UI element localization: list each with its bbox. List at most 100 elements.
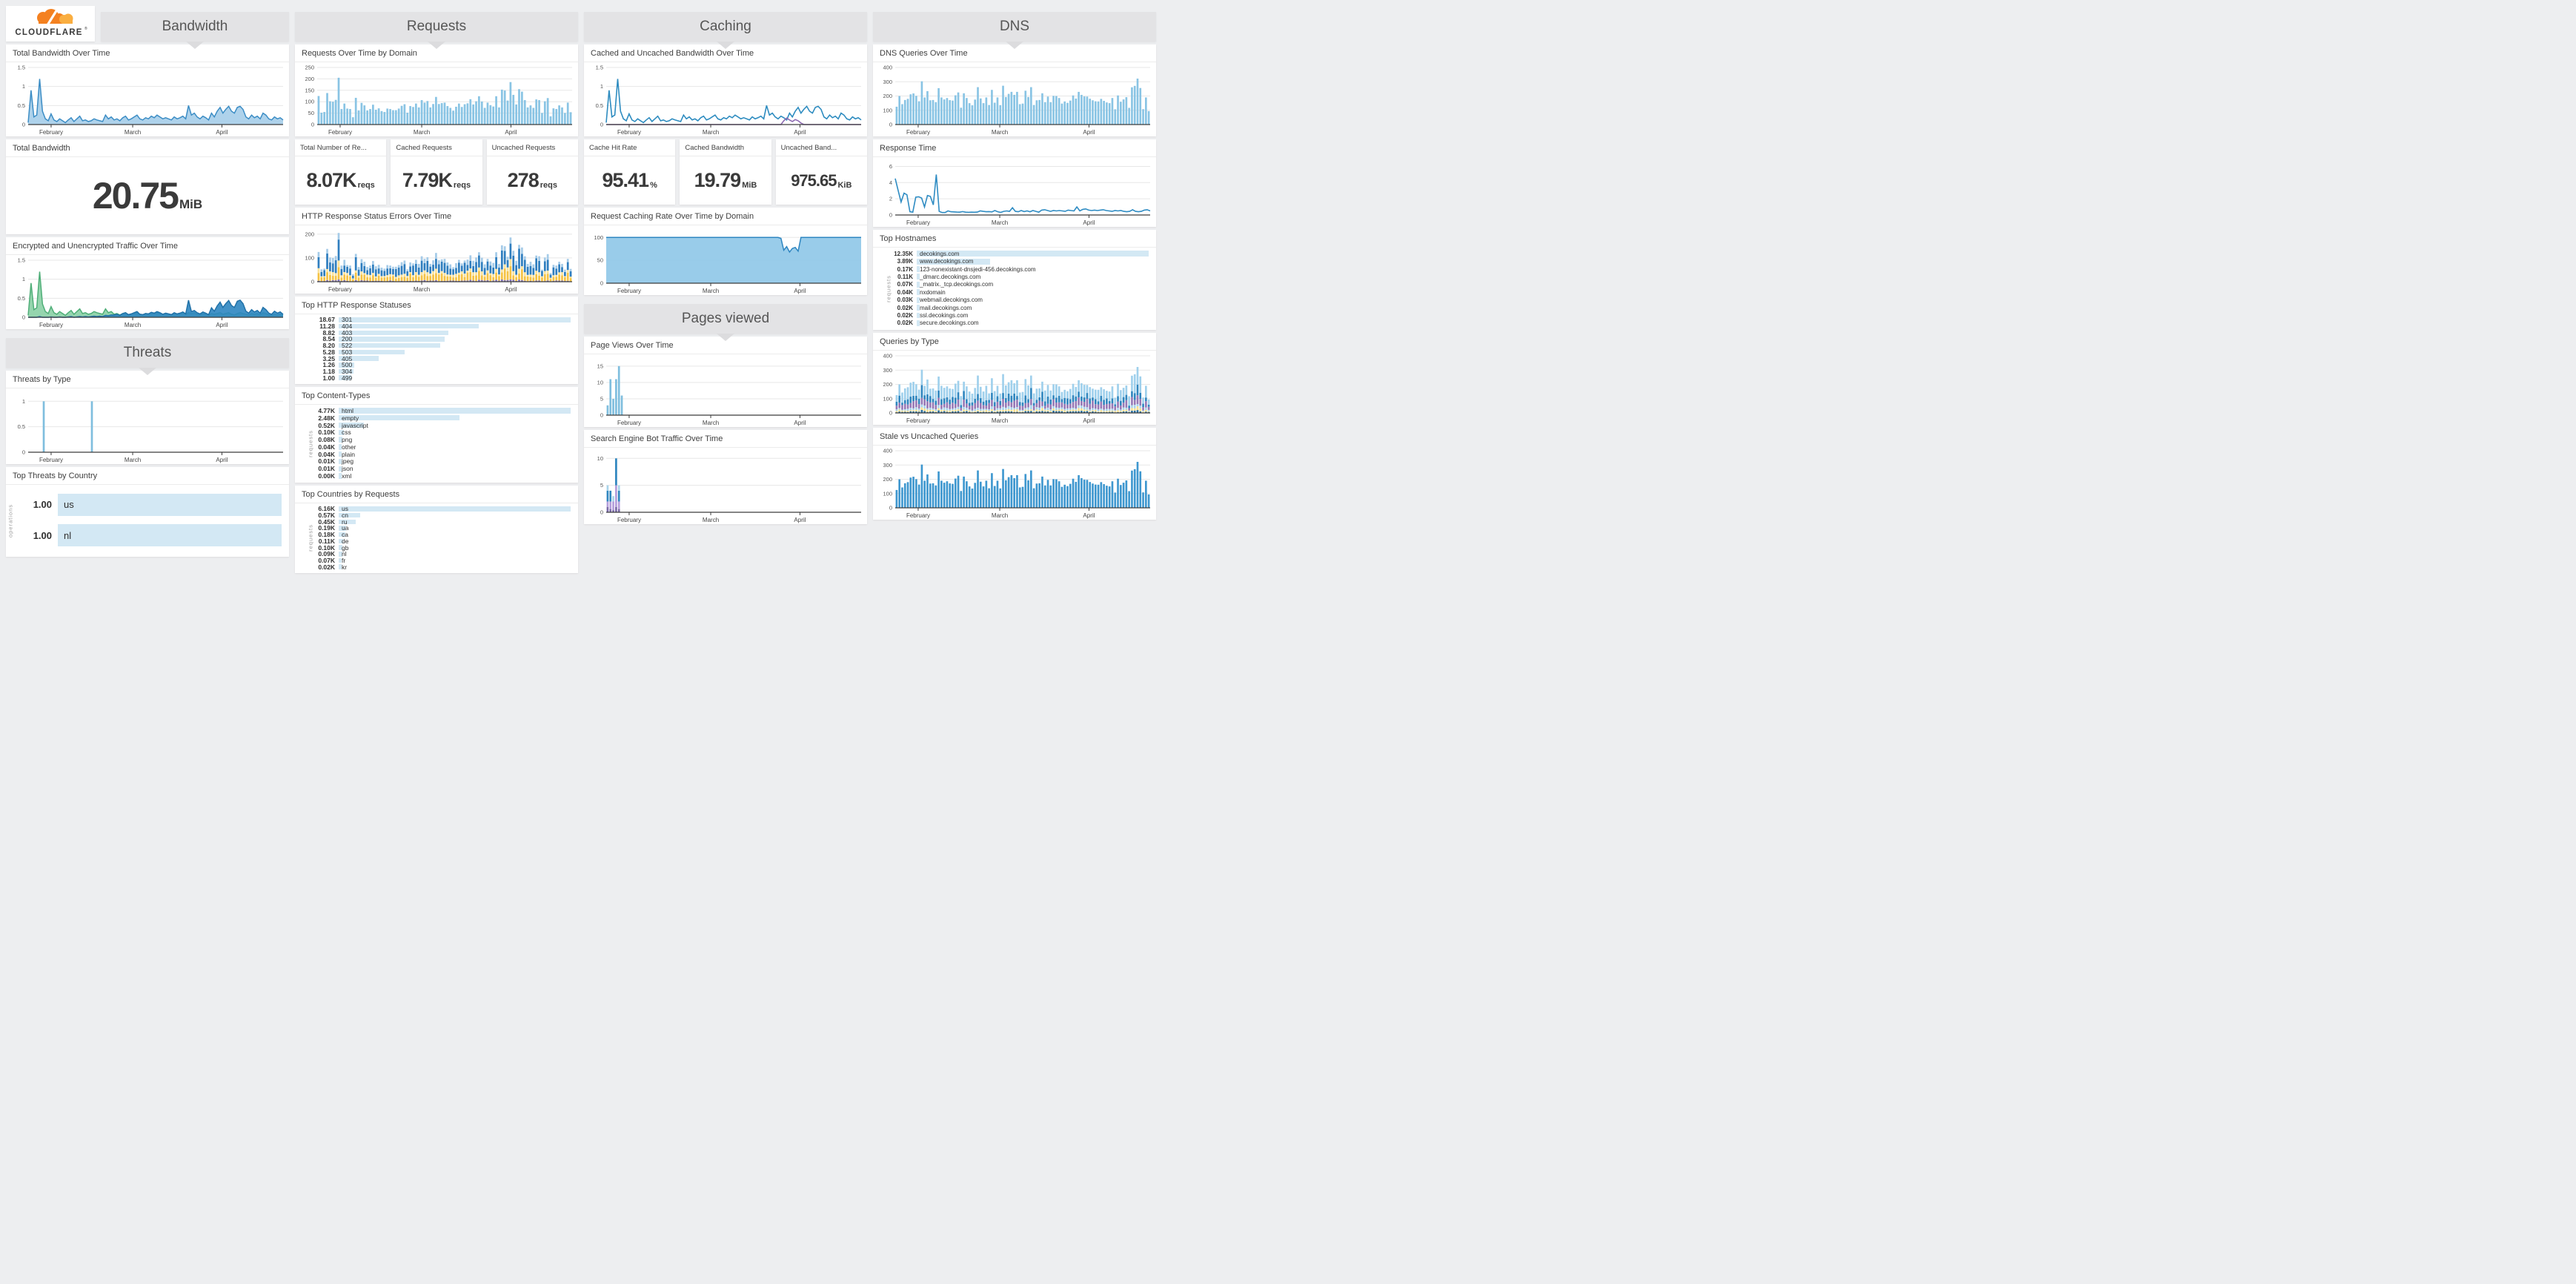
list-item[interactable]: 0.04K other bbox=[305, 443, 571, 451]
svg-text:5: 5 bbox=[600, 395, 603, 402]
svg-text:April: April bbox=[1083, 219, 1095, 226]
list-item[interactable]: 5.28 503 bbox=[305, 348, 571, 356]
response-time-chart[interactable]: 0 2 4 6 February March April bbox=[873, 157, 1156, 227]
list-item[interactable]: 0.17K 123-nonexistant-dnsjedi-456.decokin… bbox=[883, 265, 1149, 273]
svg-text:300: 300 bbox=[883, 79, 892, 85]
top-countries-list[interactable]: requests 6.16K us 0.57K cn 0.45K ru 0.19K ua 0.18… bbox=[295, 503, 578, 573]
list-item[interactable]: 0.18K ca bbox=[305, 531, 571, 538]
list-item[interactable]: 0.10K css bbox=[305, 428, 571, 437]
top-content-types-list[interactable]: requests 4.77K html 2.48K empty 0.52K javascri… bbox=[295, 405, 578, 483]
svg-text:February: February bbox=[39, 129, 63, 136]
queries-by-type-chart[interactable]: 0 100 200 300 400 February March April bbox=[873, 351, 1156, 425]
top-threats-by-country-list[interactable]: operations 1.00 us 1.00 nl bbox=[6, 485, 289, 557]
list-item[interactable]: 0.04K nxdomain bbox=[883, 289, 1149, 296]
http-errors-chart[interactable]: 0 100 200 February March April bbox=[295, 225, 578, 294]
cached-uncached-bw-chart[interactable]: 0 0.5 1 1.5 February March April bbox=[584, 62, 867, 136]
list-item[interactable]: 0.09K nl bbox=[305, 550, 571, 557]
list-item-label: css bbox=[342, 428, 351, 437]
svg-text:0: 0 bbox=[600, 412, 603, 419]
list-item[interactable]: 11.28 404 bbox=[305, 322, 571, 330]
card-title: Encrypted and Unencrypted Traffic Over T… bbox=[6, 237, 289, 255]
list-item[interactable]: 1.00 499 bbox=[305, 374, 571, 382]
svg-text:April: April bbox=[794, 517, 806, 523]
total-bandwidth-unit: MiB bbox=[179, 197, 203, 211]
svg-text:150: 150 bbox=[305, 87, 314, 93]
list-item-label: ssl.decokings.com bbox=[920, 311, 969, 319]
list-item-label: json bbox=[342, 465, 353, 473]
list-item-value: 0.01K bbox=[318, 465, 335, 473]
card-top-threats-by-country: Top Threats by Country operations 1.00 us 1… bbox=[6, 467, 289, 557]
svg-text:5: 5 bbox=[600, 482, 603, 489]
list-item[interactable]: 0.02K secure.decokings.com bbox=[883, 320, 1149, 326]
list-item[interactable]: 0.08K png bbox=[305, 436, 571, 443]
list-item-label: gb bbox=[342, 543, 349, 552]
list-item[interactable]: 4.77K html bbox=[305, 407, 571, 414]
requests-over-time-chart[interactable]: 0 50 100 150 200 250 February March April bbox=[295, 62, 578, 136]
list-item-value: 0.03K bbox=[897, 297, 913, 304]
list-item[interactable]: 0.57K cn bbox=[305, 512, 571, 520]
list-item-bar bbox=[339, 564, 342, 569]
list-item[interactable]: 1.00 nl bbox=[18, 523, 282, 549]
list-item[interactable]: 0.10K gb bbox=[305, 543, 571, 552]
list-item[interactable]: 3.25 405 bbox=[305, 355, 571, 363]
list-item[interactable]: 0.11K _dmarc.decokings.com bbox=[883, 274, 1149, 280]
caching-rate-chart[interactable]: 0 50 100 February March April bbox=[584, 225, 867, 295]
stat-value: 19.79 bbox=[694, 169, 742, 191]
list-item-label: 304 bbox=[342, 367, 353, 375]
list-item[interactable]: 0.00K xml bbox=[305, 472, 571, 480]
card-title: Top HTTP Response Statuses bbox=[295, 297, 578, 314]
section-title: DNS bbox=[999, 19, 1030, 34]
threats-by-type-chart[interactable]: 0 0.5 1 February March April bbox=[6, 388, 289, 464]
list-item[interactable]: 0.02K mail.decokings.com bbox=[883, 304, 1149, 311]
svg-text:400: 400 bbox=[883, 64, 892, 71]
svg-text:100: 100 bbox=[883, 490, 892, 497]
search-bot-chart[interactable]: 0 5 10 February March April bbox=[584, 448, 867, 524]
list-item-label: _matrix._tcp.decokings.com bbox=[920, 281, 994, 288]
card-cached-uncached-bw: Cached and Uncached Bandwidth Over Time … bbox=[584, 44, 867, 136]
list-item-bar bbox=[339, 451, 342, 457]
top-statuses-list[interactable]: 18.67 301 11.28 404 8.82 403 8.54 200 8.20 522 5.2… bbox=[295, 314, 578, 384]
svg-text:February: February bbox=[328, 286, 352, 293]
list-item[interactable]: 0.04K plain bbox=[305, 451, 571, 458]
list-item-bar bbox=[339, 323, 479, 329]
header-notch bbox=[1006, 42, 1023, 49]
list-item[interactable]: 1.26 500 bbox=[305, 361, 571, 368]
list-item[interactable]: 8.82 403 bbox=[305, 329, 571, 337]
list-item-bar bbox=[339, 317, 571, 322]
svg-text:February: February bbox=[617, 288, 641, 294]
header-notch bbox=[139, 368, 156, 375]
list-item[interactable]: 12.35K decokings.com bbox=[883, 251, 1149, 257]
list-item-label: fr bbox=[342, 556, 346, 564]
page-views-chart[interactable]: 0 5 10 15 February March April bbox=[584, 354, 867, 427]
list-item[interactable]: 0.07K fr bbox=[305, 556, 571, 564]
card-top-statuses: Top HTTP Response Statuses 18.67 301 11.28… bbox=[295, 297, 578, 384]
list-item[interactable]: 0.45K ru bbox=[305, 518, 571, 526]
list-item[interactable]: 6.16K us bbox=[305, 505, 571, 512]
total-bandwidth-over-time-chart[interactable]: 0 0.5 1 1.5 February March April bbox=[6, 62, 289, 136]
list-item[interactable]: 8.20 522 bbox=[305, 342, 571, 349]
list-item[interactable]: 1.18 304 bbox=[305, 367, 571, 375]
list-item-bar bbox=[339, 545, 343, 550]
list-item[interactable]: 0.19K ua bbox=[305, 524, 571, 532]
list-item[interactable]: 3.89K www.decokings.com bbox=[883, 258, 1149, 265]
top-hostnames-list[interactable]: requests 12.35K decokings.com 3.89K www.deco… bbox=[873, 248, 1156, 330]
list-item[interactable]: 0.07K _matrix._tcp.decokings.com bbox=[883, 281, 1149, 288]
list-item[interactable]: 0.52K javascript bbox=[305, 422, 571, 429]
list-item[interactable]: 18.67 301 bbox=[305, 316, 571, 323]
list-item[interactable]: 0.02K kr bbox=[305, 563, 571, 571]
encrypted-traffic-chart[interactable]: 0 0.5 1 1.5 February March April bbox=[6, 255, 289, 329]
stale-uncached-chart[interactable]: 0 100 200 300 400 February March April bbox=[873, 446, 1156, 520]
list-item-label: cn bbox=[342, 512, 348, 520]
list-item[interactable]: 8.54 200 bbox=[305, 335, 571, 342]
list-item[interactable]: 1.00 us bbox=[18, 492, 282, 518]
list-item[interactable]: 0.01K json bbox=[305, 465, 571, 473]
list-item[interactable]: 0.11K de bbox=[305, 537, 571, 545]
svg-text:February: February bbox=[906, 219, 930, 226]
svg-text:0: 0 bbox=[311, 122, 314, 128]
header-notch bbox=[428, 42, 445, 49]
list-item[interactable]: 0.03K webmail.decokings.com bbox=[883, 297, 1149, 303]
list-item[interactable]: 0.02K ssl.decokings.com bbox=[883, 312, 1149, 319]
dns-queries-chart[interactable]: 0 100 200 300 400 February March April bbox=[873, 62, 1156, 136]
list-item[interactable]: 2.48K empty bbox=[305, 414, 571, 422]
list-item[interactable]: 0.01K jpeg bbox=[305, 457, 571, 465]
